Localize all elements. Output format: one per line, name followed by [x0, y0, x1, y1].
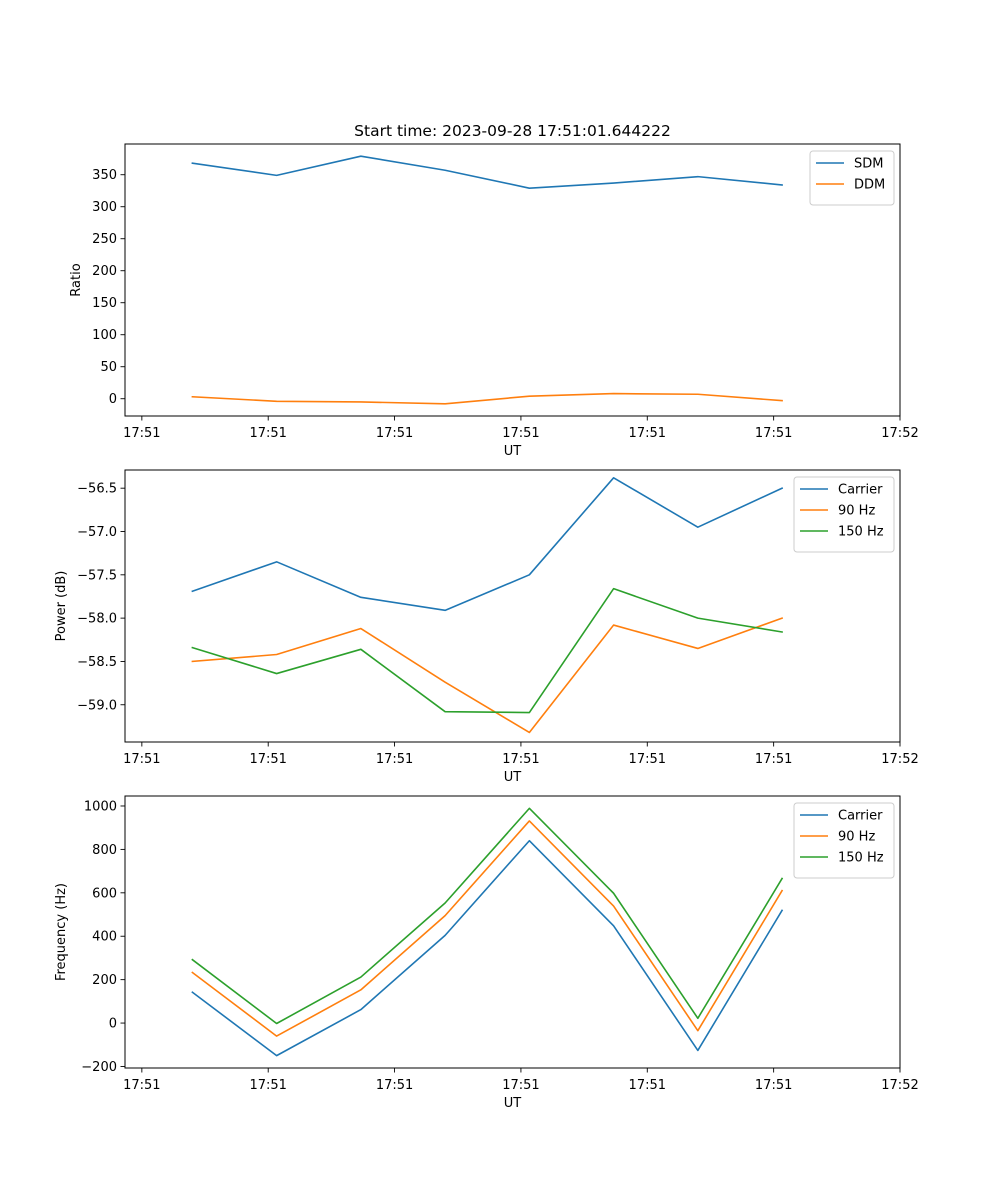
ratio-legend-box — [809, 150, 895, 206]
frequency-y-tick-label: 600 — [92, 886, 117, 901]
frequency-x-tick-label: 17:51 — [755, 1078, 792, 1093]
frequency-x-tick-label: 17:51 — [376, 1078, 413, 1093]
ratio-x-tick-label: 17:51 — [502, 426, 539, 441]
ratio-x-axis-label: UT — [504, 444, 522, 459]
frequency-y-tick-label: 200 — [92, 973, 117, 988]
frequency-x-tick-label: 17:51 — [123, 1078, 160, 1093]
power-x-axis-label: UT — [504, 770, 522, 785]
frequency-y-tick-label: 800 — [92, 843, 117, 858]
power-legend-label: 150 Hz — [838, 525, 884, 540]
ratio-legend-label: DDM — [854, 178, 885, 193]
power-series-90-hz — [191, 617, 784, 734]
ratio-axes-frame — [124, 143, 901, 417]
power-x-tick-label: 17:51 — [249, 752, 286, 767]
ratio-y-tick-label: 350 — [92, 168, 117, 183]
power-x-tick-label: 17:51 — [123, 752, 160, 767]
power-x-tick-label: 17:51 — [629, 752, 666, 767]
frequency-x-tick-label: 17:51 — [502, 1078, 539, 1093]
ratio-x-tick-label: 17:51 — [755, 426, 792, 441]
ratio-y-axis-label: Ratio — [69, 263, 84, 296]
chart-title: Start time: 2023-09-28 17:51:01.644222 — [354, 122, 671, 140]
power-y-axis-label: Power (dB) — [54, 571, 69, 642]
ratio-y-tick-label: 250 — [92, 232, 117, 247]
power-x-tick-label: 17:51 — [502, 752, 539, 767]
ratio-panel: 17:51 17:51 17:51 17:51 17:51 17:51 17:52 0 50 10… — [69, 122, 919, 459]
frequency-legend-box — [793, 802, 895, 879]
power-panel: 17:51 17:51 17:51 17:51 17:51 17:51 17:52 −59.0… — [54, 469, 919, 785]
frequency-y-tick-label: 400 — [92, 930, 117, 945]
frequency-y-tick-label: 0 — [109, 1017, 117, 1032]
power-y-tick-label: −56.5 — [77, 482, 117, 497]
frequency-series-carrier — [191, 839, 784, 1057]
ratio-legend-label: SDM — [854, 157, 883, 172]
ratio-y-tick-label: 150 — [92, 296, 117, 311]
ratio-x-tick-label: 17:51 — [249, 426, 286, 441]
frequency-legend-label: 90 Hz — [838, 830, 875, 845]
power-legend: Carrier 90 Hz 150 Hz — [793, 476, 895, 553]
ratio-legend: SDM DDM — [809, 150, 895, 206]
ratio-x-tick-label: 17:51 — [376, 426, 413, 441]
power-series-150-hz — [191, 587, 783, 714]
frequency-y-tick-label: 1000 — [84, 799, 117, 814]
power-x-tick-label: 17:51 — [755, 752, 792, 767]
power-x-tick-label: 17:52 — [881, 752, 918, 767]
power-y-tick-label: −59.0 — [77, 698, 117, 713]
power-y-tick-label: −58.5 — [77, 655, 117, 670]
ratio-y-tick-label: 50 — [100, 360, 117, 375]
power-x-tick-label: 17:51 — [376, 752, 413, 767]
frequency-series-90-hz — [191, 820, 784, 1037]
frequency-x-axis-label: UT — [504, 1096, 522, 1111]
frequency-panel: 17:51 17:51 17:51 17:51 17:51 17:51 17:52 −200 0… — [54, 795, 919, 1111]
ratio-y-tick-label: 200 — [92, 264, 117, 279]
frequency-series-150-hz — [191, 807, 784, 1025]
power-legend-box — [793, 476, 895, 553]
ratio-y-tick-label: 0 — [109, 392, 117, 407]
ratio-y-tick-label: 300 — [92, 200, 117, 215]
power-y-tick-label: −58.0 — [77, 612, 117, 627]
power-legend-label: 90 Hz — [838, 504, 875, 519]
frequency-x-tick-label: 17:51 — [249, 1078, 286, 1093]
ratio-series-ddm — [191, 392, 783, 405]
frequency-y-axis-label: Frequency (Hz) — [54, 883, 69, 981]
frequency-y-tick-label: −200 — [81, 1060, 117, 1075]
frequency-axes-frame — [124, 795, 901, 1069]
frequency-legend: Carrier 90 Hz 150 Hz — [793, 802, 895, 879]
frequency-legend-label: Carrier — [838, 809, 883, 824]
frequency-legend-label: 150 Hz — [838, 851, 884, 866]
ratio-x-tick-label: 17:51 — [629, 426, 666, 441]
ratio-x-tick-label: 17:51 — [123, 426, 160, 441]
frequency-x-tick-label: 17:51 — [629, 1078, 666, 1093]
power-y-tick-label: −57.0 — [77, 525, 117, 540]
power-series-carrier — [191, 476, 784, 612]
ratio-x-tick-label: 17:52 — [881, 426, 918, 441]
power-axes-frame — [124, 469, 901, 743]
ratio-y-tick-label: 100 — [92, 328, 117, 343]
power-legend-label: Carrier — [838, 483, 883, 498]
frequency-x-tick-label: 17:52 — [881, 1078, 918, 1093]
power-y-tick-label: −57.5 — [77, 568, 117, 583]
ratio-series-sdm — [191, 155, 783, 189]
